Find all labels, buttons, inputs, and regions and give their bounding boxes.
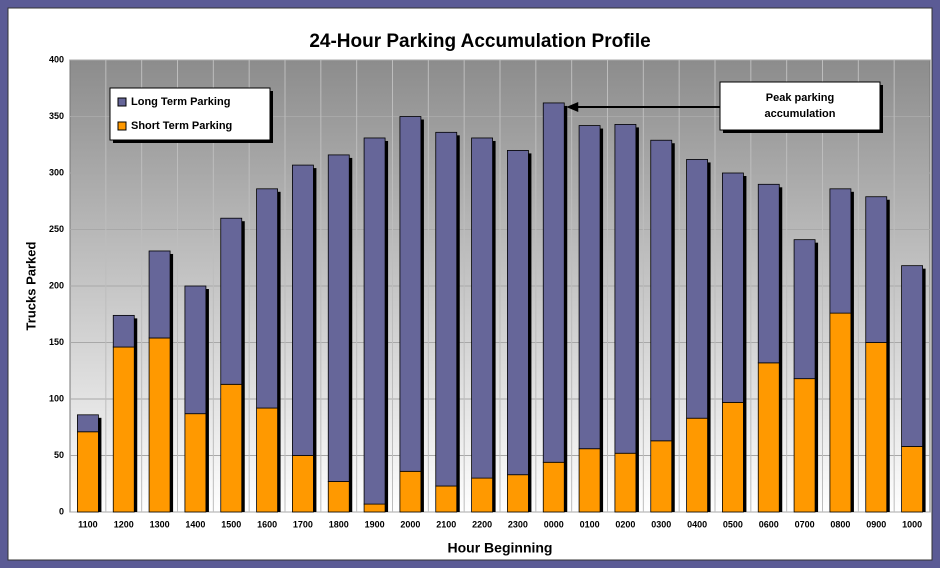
bar — [77, 414, 99, 433]
x-tick-label: 1000 — [902, 519, 922, 529]
x-tick-label: 0200 — [615, 519, 635, 529]
bar — [220, 383, 243, 513]
y-tick-label: 300 — [49, 167, 64, 177]
x-tick-label: 0000 — [544, 519, 564, 529]
bar — [578, 125, 601, 450]
x-tick-label: 0700 — [795, 519, 815, 529]
y-tick-label: 0 — [59, 506, 64, 516]
bar — [292, 164, 314, 456]
x-tick-label: 2100 — [436, 519, 456, 529]
bar — [901, 446, 923, 513]
bar — [327, 481, 350, 513]
bar — [435, 131, 458, 487]
bar — [77, 431, 99, 513]
x-tick-label: 0800 — [830, 519, 850, 529]
bar — [507, 474, 529, 513]
bar — [614, 124, 637, 454]
x-tick-label: 1100 — [78, 519, 98, 529]
x-tick-label: 0400 — [687, 519, 707, 529]
y-tick-label: 50 — [54, 450, 64, 460]
bar — [542, 461, 565, 513]
legend-swatch — [117, 121, 127, 131]
legend: Long Term Parking Short Term Parking — [109, 87, 273, 143]
legend-box — [109, 87, 271, 141]
bar — [722, 172, 744, 403]
bar — [829, 188, 852, 314]
x-tick-label: 1400 — [185, 519, 205, 529]
bar — [112, 346, 135, 513]
y-tick-label: 100 — [49, 393, 64, 403]
bar — [757, 362, 780, 513]
legend-swatch — [117, 97, 127, 107]
y-tick-label: 150 — [49, 337, 64, 347]
bar — [614, 452, 637, 513]
chart-title: 24-Hour Parking Accumulation Profile — [309, 31, 650, 52]
bar — [865, 342, 888, 513]
bar — [757, 183, 780, 364]
bar — [471, 477, 493, 513]
x-tick-label: 1200 — [114, 519, 134, 529]
bar — [327, 154, 350, 482]
bar — [471, 137, 493, 479]
bar — [793, 239, 816, 380]
x-tick-label: 0900 — [866, 519, 886, 529]
annotation-text: accumulation — [765, 108, 836, 120]
x-tick-label: 1500 — [221, 519, 241, 529]
bar — [722, 401, 744, 513]
x-tick-label: 0600 — [759, 519, 779, 529]
x-tick-label: 1300 — [150, 519, 170, 529]
x-tick-label: 0100 — [580, 519, 600, 529]
y-tick-label: 250 — [49, 224, 64, 234]
bar — [399, 116, 422, 472]
y-tick-label: 350 — [49, 111, 64, 121]
x-tick-label: 1600 — [257, 519, 277, 529]
bar — [148, 250, 171, 339]
x-tick-label: 2200 — [472, 519, 492, 529]
legend-label: Long Term Parking — [131, 96, 230, 108]
annotation-arrowhead — [566, 101, 579, 112]
bar — [650, 440, 673, 513]
bar — [686, 159, 708, 419]
bar — [507, 149, 529, 476]
x-tick-label: 0500 — [723, 519, 743, 529]
legend-label: Short Term Parking — [131, 120, 232, 132]
bar — [901, 265, 923, 447]
bar — [363, 503, 386, 513]
annotation-box — [719, 81, 881, 131]
annotation-text: Peak parking — [766, 92, 834, 104]
bar — [148, 337, 171, 513]
x-tick-label: 1800 — [329, 519, 349, 529]
x-tick-label: 2000 — [400, 519, 420, 529]
bar — [578, 448, 601, 513]
x-tick-label: 2300 — [508, 519, 528, 529]
bar — [793, 378, 816, 513]
y-tick-label: 400 — [49, 54, 64, 64]
x-axis-label: Hour Beginning — [448, 540, 553, 556]
bar — [650, 139, 673, 442]
bar — [256, 407, 278, 513]
bar — [256, 188, 278, 409]
bar — [112, 314, 135, 348]
bar — [184, 285, 207, 415]
x-tick-label: 1900 — [365, 519, 385, 529]
bar — [542, 102, 565, 463]
bar — [184, 413, 207, 513]
bar — [829, 312, 852, 513]
bar — [686, 417, 708, 513]
x-tick-label: 0300 — [651, 519, 671, 529]
bar — [292, 455, 314, 513]
y-axis-label: Trucks Parked — [23, 242, 38, 331]
bar — [399, 470, 422, 513]
x-tick-label: 1700 — [293, 519, 313, 529]
y-tick-label: 200 — [49, 280, 64, 290]
bar — [435, 485, 458, 513]
bar — [363, 137, 386, 505]
bar — [220, 217, 243, 385]
bar — [865, 196, 888, 343]
